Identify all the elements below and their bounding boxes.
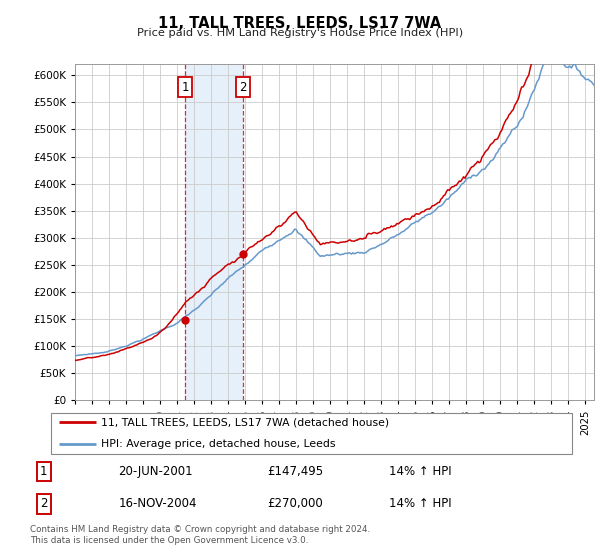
Text: 11, TALL TREES, LEEDS, LS17 7WA (detached house): 11, TALL TREES, LEEDS, LS17 7WA (detache… <box>101 417 389 427</box>
Text: 20-JUN-2001: 20-JUN-2001 <box>118 465 193 478</box>
Text: 1: 1 <box>181 81 189 94</box>
Bar <box>185 64 243 400</box>
Text: 11, TALL TREES, LEEDS, LS17 7WA: 11, TALL TREES, LEEDS, LS17 7WA <box>158 16 442 31</box>
Text: £147,495: £147,495 <box>268 465 323 478</box>
Text: HPI: Average price, detached house, Leeds: HPI: Average price, detached house, Leed… <box>101 438 335 449</box>
Text: 14% ↑ HPI: 14% ↑ HPI <box>389 497 451 510</box>
Text: Contains HM Land Registry data © Crown copyright and database right 2024.
This d: Contains HM Land Registry data © Crown c… <box>30 525 370 545</box>
Text: £270,000: £270,000 <box>268 497 323 510</box>
Text: 2: 2 <box>239 81 247 94</box>
Text: 2: 2 <box>40 497 47 510</box>
FancyBboxPatch shape <box>50 413 572 454</box>
Text: 14% ↑ HPI: 14% ↑ HPI <box>389 465 451 478</box>
Text: Price paid vs. HM Land Registry's House Price Index (HPI): Price paid vs. HM Land Registry's House … <box>137 28 463 38</box>
Text: 16-NOV-2004: 16-NOV-2004 <box>118 497 197 510</box>
Text: 1: 1 <box>40 465 47 478</box>
